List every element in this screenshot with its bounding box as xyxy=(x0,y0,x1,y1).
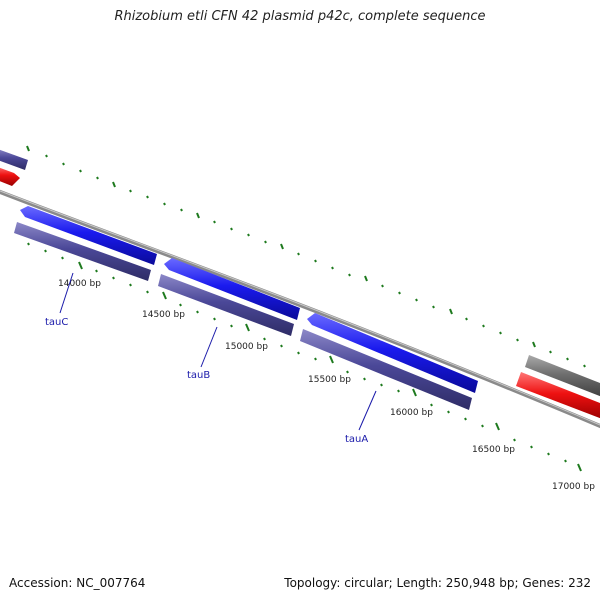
leader-line-tauC xyxy=(59,272,74,314)
tick-mark xyxy=(112,276,115,280)
tick-mark xyxy=(547,452,550,456)
tick-mark xyxy=(499,331,502,335)
tick-mark xyxy=(380,383,383,387)
tick-label-16000: 16000 bp xyxy=(390,408,433,418)
partial-reverse-gene[interactable] xyxy=(0,148,28,170)
tick-mark xyxy=(513,438,516,442)
tick-mark xyxy=(146,290,149,294)
tick-mark xyxy=(415,298,418,302)
tick-label-14000: 14000 bp xyxy=(58,279,101,289)
tick-mark xyxy=(482,324,485,328)
tick-mark xyxy=(449,308,453,315)
gene-label-tauA[interactable]: tauA xyxy=(345,434,368,445)
tick-mark xyxy=(516,338,519,342)
tick-mark xyxy=(179,303,182,307)
plasmid-backbone xyxy=(0,189,600,429)
tick-label-15500: 15500 bp xyxy=(308,375,351,385)
tick-mark xyxy=(397,389,400,393)
tick-mark xyxy=(329,355,334,364)
gene-tauC-forward[interactable] xyxy=(20,206,157,265)
tick-mark xyxy=(297,252,300,256)
tick-mark xyxy=(564,459,567,463)
tick-mark xyxy=(213,317,216,321)
tick-label-17000: 17000 bp xyxy=(552,482,595,492)
tick-mark xyxy=(432,305,435,309)
tick-mark xyxy=(566,357,569,361)
gene-label-tauB[interactable]: tauB xyxy=(187,370,210,381)
tick-mark xyxy=(196,310,199,314)
gene-tauB-forward[interactable] xyxy=(164,258,300,320)
tick-label-14500: 14500 bp xyxy=(142,310,185,320)
tick-mark xyxy=(230,227,233,231)
tick-mark xyxy=(44,249,47,253)
tick-label-16500: 16500 bp xyxy=(472,445,515,455)
leader-line-tauB xyxy=(200,326,218,368)
tick-mark xyxy=(346,370,349,374)
tick-mark xyxy=(363,377,366,381)
tick-label-15000: 15000 bp xyxy=(225,342,268,352)
gene-tauA-reverse[interactable] xyxy=(300,329,472,410)
tick-mark xyxy=(381,284,384,288)
tick-mark xyxy=(280,243,284,250)
tick-mark xyxy=(465,317,468,321)
gene-tauA-forward[interactable] xyxy=(307,313,478,393)
tick-mark xyxy=(297,351,300,355)
red-gene[interactable] xyxy=(516,372,600,420)
tick-mark xyxy=(530,445,533,449)
tick-mark xyxy=(230,324,233,328)
tick-mark xyxy=(398,291,401,295)
tick-mark xyxy=(180,208,183,212)
tick-mark xyxy=(162,291,167,300)
tick-mark xyxy=(78,261,83,270)
tick-mark xyxy=(146,195,149,199)
partial-red-gene[interactable] xyxy=(0,166,20,186)
tick-mark xyxy=(280,344,283,348)
leader-line-tauA xyxy=(358,390,377,431)
tick-mark xyxy=(412,388,417,397)
map-title: Rhizobium etli CFN 42 plasmid p42c, comp… xyxy=(114,9,486,24)
tick-mark xyxy=(61,256,64,260)
tick-mark xyxy=(163,202,166,206)
tick-mark xyxy=(464,417,467,421)
tick-mark xyxy=(331,266,334,270)
tick-mark xyxy=(26,145,30,152)
gene-tauC-reverse[interactable] xyxy=(14,222,151,281)
tick-mark xyxy=(245,323,250,332)
tick-mark xyxy=(583,364,586,368)
tick-mark xyxy=(532,341,536,348)
tick-mark xyxy=(27,242,30,246)
tick-mark xyxy=(95,269,98,273)
gene-tauB-reverse[interactable] xyxy=(158,274,294,336)
tick-mark xyxy=(314,259,317,263)
tick-mark xyxy=(348,273,351,277)
tick-mark xyxy=(79,169,82,173)
tick-mark xyxy=(129,189,132,193)
tick-mark xyxy=(314,357,317,361)
tick-mark xyxy=(447,410,450,414)
tick-mark xyxy=(129,283,132,287)
tick-mark xyxy=(62,162,65,166)
tick-mark xyxy=(549,350,552,354)
inner-tick-ring xyxy=(27,242,582,472)
plasmid-backbone-highlight xyxy=(0,190,600,426)
tick-mark xyxy=(430,403,433,407)
tick-mark xyxy=(481,424,484,428)
tick-mark xyxy=(45,154,48,158)
tick-mark xyxy=(577,463,582,472)
tick-mark xyxy=(495,422,500,431)
tick-mark xyxy=(364,275,368,282)
tick-mark xyxy=(96,176,99,180)
topology-label: Topology: circular; Length: 250,948 bp; … xyxy=(284,576,591,590)
tick-mark xyxy=(213,220,216,224)
outer-tick-ring xyxy=(26,145,586,368)
tick-mark xyxy=(264,240,267,244)
gene-label-tauC[interactable]: tauC xyxy=(45,317,68,328)
tick-mark xyxy=(247,233,250,237)
tick-mark xyxy=(112,181,116,188)
tick-mark xyxy=(196,212,200,219)
tick-mark xyxy=(263,337,266,341)
accession-label: Accession: NC_007764 xyxy=(9,576,146,590)
gray-gene[interactable] xyxy=(525,355,600,398)
